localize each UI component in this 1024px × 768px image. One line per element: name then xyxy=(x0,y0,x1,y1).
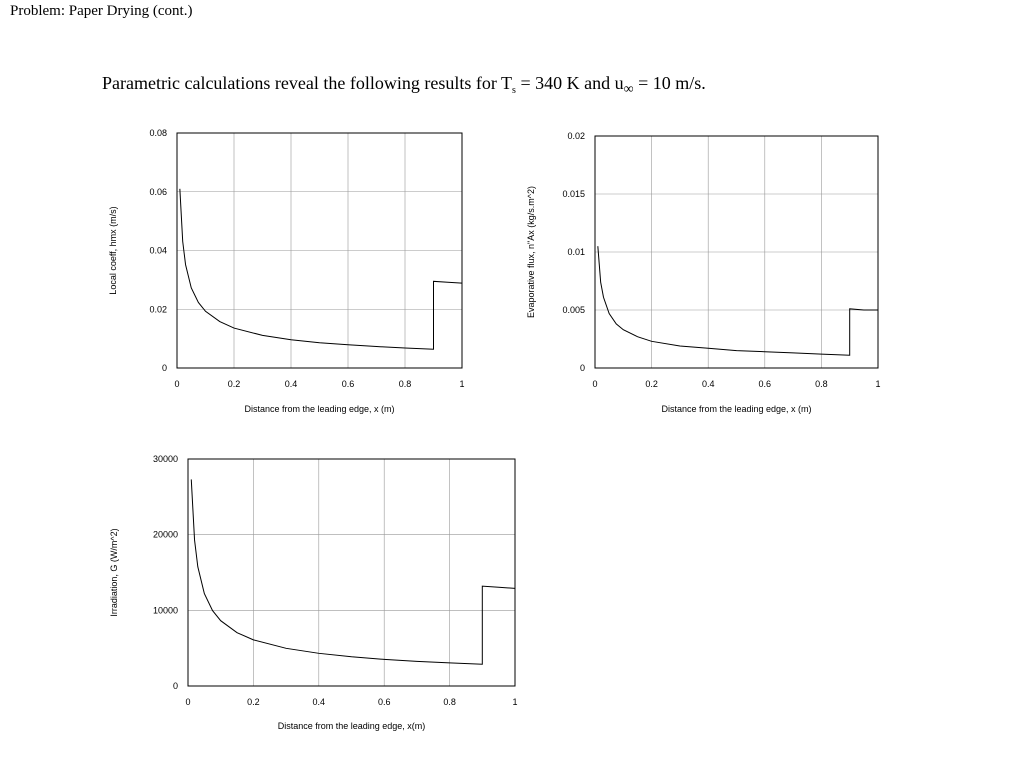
intro-part: = 10 m/s. xyxy=(634,73,706,93)
data-line xyxy=(179,188,463,350)
y-tick-label: 0.08 xyxy=(149,128,167,138)
y-axis-label: Local coeff, hmx (m/s) xyxy=(108,206,118,294)
y-tick-label: 20000 xyxy=(153,530,178,540)
page-title: Problem: Paper Drying (cont.) xyxy=(10,3,192,19)
y-tick-label: 0.015 xyxy=(562,189,585,199)
x-tick-label: 0 xyxy=(174,379,179,389)
x-axis-label: Distance from the leading edge, x (m) xyxy=(244,404,394,414)
x-tick-label: 0.8 xyxy=(399,379,412,389)
x-tick-label: 0.6 xyxy=(342,379,355,389)
intro-sub: s xyxy=(512,85,516,96)
x-tick-label: 0.2 xyxy=(247,697,260,707)
x-tick-label: 0.4 xyxy=(313,697,326,707)
y-tick-label: 0.02 xyxy=(149,304,167,314)
x-tick-label: 1 xyxy=(875,379,880,389)
y-tick-label: 10000 xyxy=(153,605,178,615)
x-tick-label: 0.2 xyxy=(228,379,241,389)
x-axis-label: Distance from the leading edge, x (m) xyxy=(661,404,811,414)
intro-part: = 340 K and u xyxy=(516,73,624,93)
y-tick-label: 0 xyxy=(162,363,167,373)
y-tick-label: 0.01 xyxy=(567,247,585,257)
x-tick-label: 0.8 xyxy=(815,379,828,389)
x-tick-label: 0.6 xyxy=(378,697,391,707)
x-tick-label: 0.6 xyxy=(759,379,772,389)
x-tick-label: 0 xyxy=(185,697,190,707)
x-tick-label: 0 xyxy=(592,379,597,389)
intro-sub: ∞ xyxy=(624,82,634,97)
x-tick-label: 0.8 xyxy=(443,697,456,707)
y-tick-label: 0.04 xyxy=(149,246,167,256)
intro-text: Parametric calculations reveal the follo… xyxy=(102,73,706,97)
data-line xyxy=(190,479,516,665)
y-axis-label: Evaporative flux, n"Ax (kg/s.m^2) xyxy=(526,186,536,318)
y-tick-label: 30000 xyxy=(153,454,178,464)
x-tick-label: 0.2 xyxy=(645,379,658,389)
plot-frame xyxy=(176,132,463,369)
x-tick-label: 1 xyxy=(459,379,464,389)
plot-area xyxy=(187,458,516,687)
x-tick-label: 1 xyxy=(512,697,517,707)
x-tick-label: 0.4 xyxy=(702,379,715,389)
y-axis-label: Irradiation, G (W/m^2) xyxy=(109,528,119,616)
y-tick-label: 0.02 xyxy=(567,131,585,141)
plot-frame xyxy=(594,135,879,369)
x-tick-label: 0.4 xyxy=(285,379,298,389)
y-tick-label: 0 xyxy=(173,681,178,691)
y-tick-label: 0.06 xyxy=(149,187,167,197)
x-axis-label: Distance from the leading edge, x(m) xyxy=(278,721,426,731)
y-tick-label: 0 xyxy=(580,363,585,373)
plot-frame xyxy=(187,458,516,687)
intro-part: Parametric calculations reveal the follo… xyxy=(102,73,512,93)
data-line xyxy=(597,246,878,356)
y-tick-label: 0.005 xyxy=(562,305,585,315)
